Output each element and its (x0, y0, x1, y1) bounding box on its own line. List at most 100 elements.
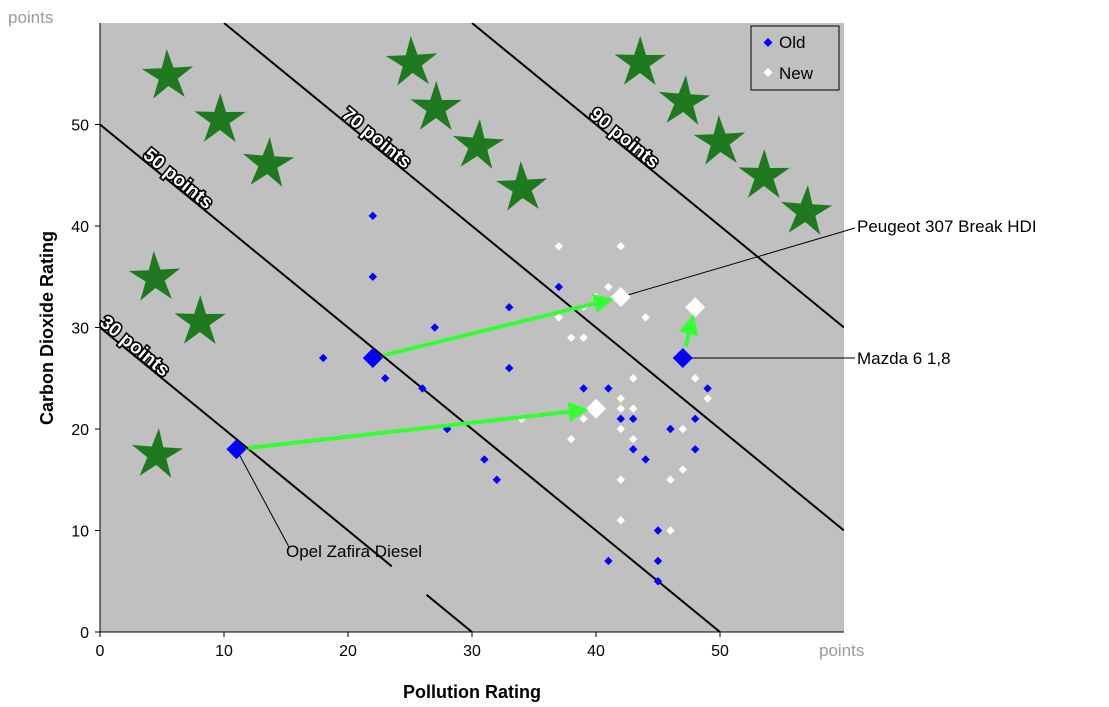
old-point (666, 424, 675, 434)
old-point (604, 556, 613, 566)
old-point (480, 455, 489, 464)
old-point (653, 526, 663, 535)
new-point (616, 242, 625, 251)
x-tick-label: 20 (339, 643, 357, 660)
y-tick-label: 50 (71, 118, 89, 135)
old-point (430, 323, 439, 332)
star-icon (781, 185, 833, 235)
change-arrow (248, 401, 589, 450)
new-point (666, 526, 675, 535)
old-point (604, 384, 613, 393)
old-point (505, 303, 514, 312)
star-icon (385, 36, 438, 86)
old-point (653, 556, 663, 566)
new-point (641, 313, 650, 322)
change-arrows (248, 293, 699, 450)
old-highlight-point (226, 439, 247, 460)
new-point (678, 424, 687, 434)
star-icon (659, 75, 711, 125)
new-point (616, 475, 625, 484)
new-highlight-point (586, 398, 606, 419)
star-icon (453, 119, 505, 169)
star-icon (194, 93, 246, 142)
callout-label: Mazda 6 1,8 (857, 349, 951, 368)
star-icon (141, 49, 194, 99)
legend-box (750, 25, 840, 91)
iso-point-lines (100, 23, 844, 632)
old-point (629, 414, 638, 424)
iso-line (223, 23, 844, 532)
star-icon (738, 149, 790, 198)
iso-line (471, 23, 844, 329)
callout-leaders (235, 227, 856, 548)
old-point (703, 384, 712, 393)
new-point (604, 282, 613, 292)
axis-ticks: 0 10 20 30 40 50 0 10 20 30 40 50 (71, 118, 729, 661)
series-old (226, 211, 712, 586)
star-icon (132, 428, 184, 478)
y-tick-label: 10 (71, 524, 89, 541)
old-highlight-point (672, 347, 693, 368)
callout-labels: Opel Zafira Diesel Peugeot 307 Break HDI M… (286, 217, 1037, 561)
old-point (691, 414, 700, 424)
star-icon (614, 36, 666, 85)
y-tick-label: 40 (71, 219, 89, 236)
callout-leader-line (620, 227, 856, 298)
new-point (567, 434, 576, 444)
old-point (629, 445, 638, 454)
old-point (368, 211, 377, 221)
legend: Old New (750, 25, 840, 91)
new-point (678, 465, 687, 474)
old-point (381, 374, 390, 383)
old-point (492, 475, 501, 484)
new-point (616, 424, 625, 434)
old-point (505, 363, 514, 373)
y-axis-unit: points (8, 8, 53, 27)
new-point (616, 516, 625, 525)
old-point (418, 384, 427, 393)
x-tick-label: 0 (96, 643, 105, 660)
new-highlight-point (610, 287, 631, 308)
legend-label-old: Old (779, 33, 805, 52)
new-point (629, 434, 638, 444)
old-point (641, 455, 650, 464)
x-axis-unit: points (819, 641, 864, 660)
change-arrow (383, 293, 614, 358)
iso-line (100, 326, 473, 632)
old-point (653, 577, 663, 586)
x-axis-title: Pollution Rating (403, 682, 541, 702)
x-tick-label: 50 (711, 643, 729, 660)
new-point (616, 394, 625, 403)
star-icon (174, 295, 226, 344)
new-point (616, 404, 625, 413)
x-tick-label: 10 (215, 643, 233, 660)
callout-leader-line (235, 449, 290, 548)
old-point (691, 445, 700, 454)
legend-marker-old (763, 38, 773, 47)
x-tick-label: 40 (587, 643, 605, 660)
callout-label: Peugeot 307 Break HDI (857, 217, 1037, 236)
new-point (703, 394, 712, 403)
old-point (319, 353, 328, 363)
legend-label-new: New (779, 64, 814, 83)
y-axis-title: Carbon Dioxide Rating (37, 231, 57, 425)
iso-line (100, 123, 721, 632)
y-tick-label: 30 (71, 321, 89, 338)
change-arrow (678, 314, 699, 347)
star-decorations (128, 36, 833, 478)
star-icon (243, 137, 295, 187)
legend-marker-new (763, 68, 773, 77)
star-icon (495, 161, 548, 211)
new-point (579, 333, 588, 342)
star-icon (410, 81, 462, 130)
new-highlight-point (685, 297, 706, 318)
new-point (629, 374, 638, 383)
old-point (579, 384, 588, 393)
old-highlight-point (362, 347, 383, 368)
callout-label: Opel Zafira Diesel (286, 542, 422, 561)
x-tick-label: 30 (463, 643, 481, 660)
new-point (629, 404, 638, 413)
old-point (368, 272, 377, 281)
new-point (691, 374, 700, 383)
